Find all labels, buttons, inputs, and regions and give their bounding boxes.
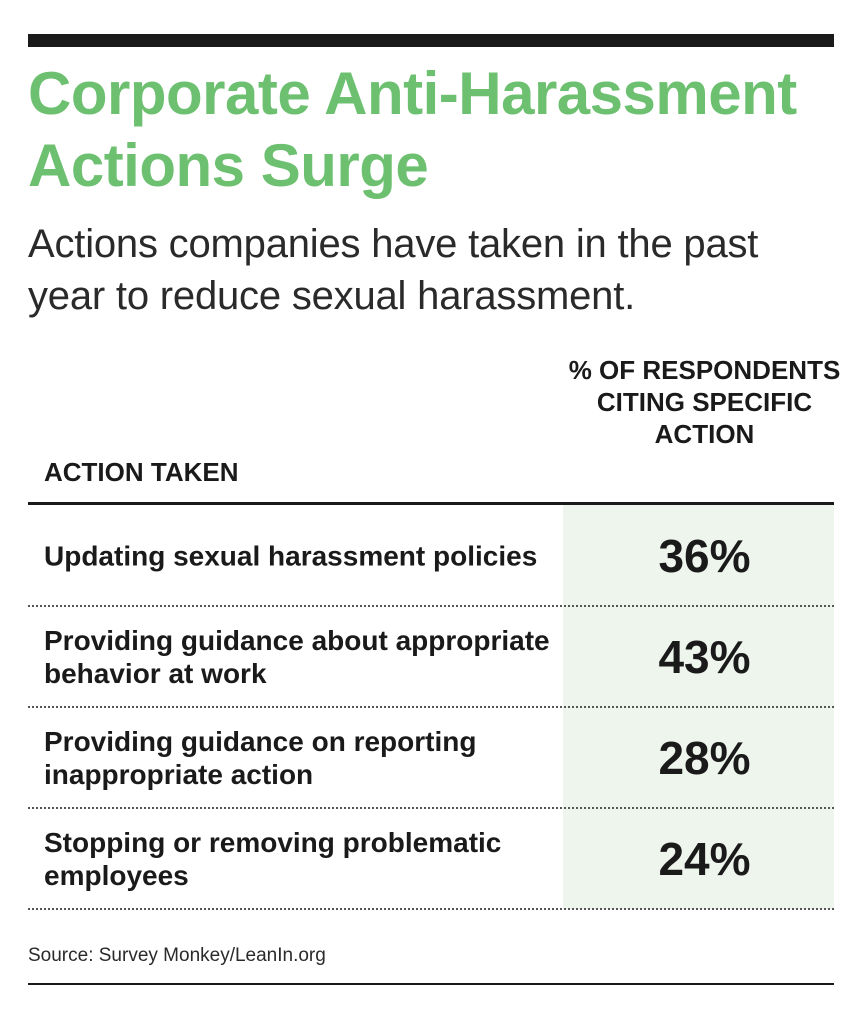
table-row: Providing guidance on reporting inapprop… (28, 707, 834, 808)
row-value: 24% (658, 832, 751, 885)
column-header-percent: % OF RESPONDENTS CITING SPECIFIC ACTION (568, 355, 841, 449)
row-label: Providing guidance about appropriate beh… (44, 624, 550, 689)
table-row: Stopping or removing problematic employe… (28, 808, 834, 909)
chart-subtitle: Actions companies have taken in the past… (28, 222, 759, 318)
top-rule (28, 34, 834, 47)
table-row: Updating sexual harassment policies 36% (28, 505, 834, 606)
header-rule (28, 502, 834, 505)
source-note: Source: Survey Monkey/LeanIn.org (28, 945, 326, 966)
row-value: 36% (658, 529, 751, 582)
table-row: Providing guidance about appropriate beh… (28, 606, 834, 707)
row-divider (28, 807, 834, 809)
row-divider (28, 605, 834, 607)
row-divider (28, 706, 834, 708)
chart-title: Corporate Anti-Harassment Actions Surge (28, 60, 797, 199)
row-label: Updating sexual harassment policies (44, 540, 538, 571)
row-divider (28, 908, 834, 910)
column-header-action: ACTION TAKEN (44, 457, 239, 487)
row-label: Stopping or removing problematic employe… (44, 826, 502, 891)
bottom-rule (28, 983, 834, 985)
row-value: 43% (658, 630, 751, 683)
row-value: 28% (658, 731, 751, 784)
row-label: Providing guidance on reporting inapprop… (44, 725, 477, 790)
